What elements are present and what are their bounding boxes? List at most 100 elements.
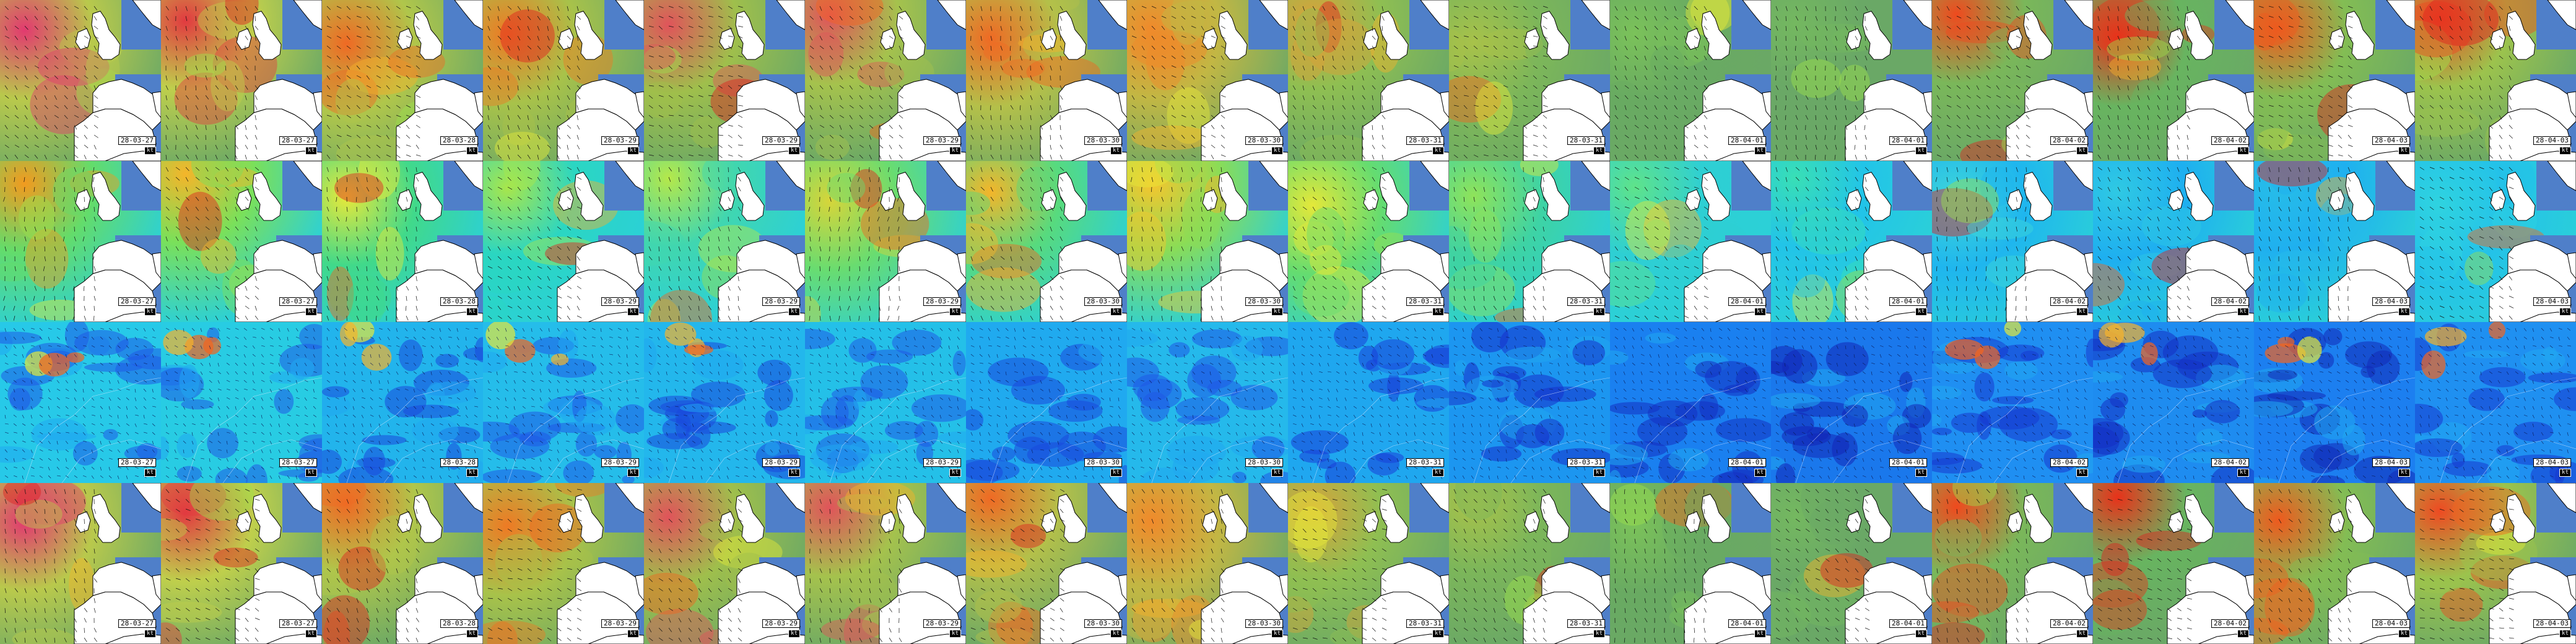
forecast-map-tile[interactable]: 28-03-27 kt	[161, 0, 322, 161]
forecast-map-tile[interactable]: 28-03-28 kt	[322, 322, 483, 483]
wind-field-map	[1771, 483, 1932, 644]
forecast-map-tile[interactable]: 28-03-29 kt	[644, 483, 805, 644]
wind-field-map	[1771, 0, 1932, 161]
forecast-map-tile[interactable]: 28-03-29 kt	[483, 0, 644, 161]
forecast-map-tile[interactable]: 28-03-31 kt	[1449, 161, 1610, 322]
forecast-map-tile[interactable]: 28-03-31 kt	[1449, 0, 1610, 161]
forecast-date-stamp: 28-04-03	[2372, 619, 2410, 628]
forecast-map-tile[interactable]: 28-04-03 kt	[2254, 161, 2415, 322]
forecast-map-tile[interactable]: 28-03-28 kt	[322, 161, 483, 322]
forecast-map-tile[interactable]: 28-03-29 kt	[805, 483, 966, 644]
forecast-map-tile[interactable]: 28-04-01 kt	[1771, 0, 1932, 161]
forecast-map-tile[interactable]: 28-04-01 kt	[1771, 322, 1932, 483]
forecast-date-stamp: 28-03-27	[279, 297, 317, 306]
forecast-map-tile[interactable]: 28-03-27 kt	[161, 322, 322, 483]
forecast-map-tile[interactable]: 28-03-27 kt	[0, 161, 161, 322]
wind-units-label: kt	[1432, 630, 1444, 638]
wind-units-label: kt	[2559, 147, 2571, 155]
forecast-date-stamp: 28-03-29	[923, 297, 961, 306]
forecast-map-tile[interactable]: 28-03-29 kt	[644, 322, 805, 483]
forecast-map-tile[interactable]: 28-03-29 kt	[644, 161, 805, 322]
forecast-map-tile[interactable]: 28-04-03 kt	[2254, 0, 2415, 161]
forecast-map-tile[interactable]: 28-04-02 kt	[1932, 322, 2093, 483]
forecast-map-tile[interactable]: 28-03-29 kt	[483, 322, 644, 483]
forecast-map-tile[interactable]: 28-03-31 kt	[1288, 483, 1449, 644]
wind-field-map	[2415, 0, 2576, 161]
forecast-date-stamp: 28-03-29	[601, 458, 639, 467]
forecast-map-tile[interactable]: 28-03-30 kt	[1127, 0, 1288, 161]
forecast-map-tile[interactable]: 28-03-31 kt	[1288, 322, 1449, 483]
forecast-map-tile[interactable]: 28-04-02 kt	[1932, 0, 2093, 161]
forecast-map-tile[interactable]: 28-03-28 kt	[322, 0, 483, 161]
forecast-date-stamp: 28-03-27	[279, 136, 317, 145]
forecast-map-tile[interactable]: 28-03-29 kt	[805, 161, 966, 322]
forecast-map-tile[interactable]: 28-03-27 kt	[0, 0, 161, 161]
wind-units-label: kt	[949, 469, 961, 477]
wind-units-label: kt	[466, 308, 478, 316]
wind-units-label: kt	[2076, 147, 2088, 155]
forecast-map-tile[interactable]: 28-03-29 kt	[805, 0, 966, 161]
forecast-map-tile[interactable]: 28-03-30 kt	[966, 322, 1127, 483]
wind-units-label: kt	[305, 630, 317, 638]
forecast-date-stamp: 28-03-30	[1084, 136, 1122, 145]
wind-field-map	[2093, 161, 2254, 322]
forecast-map-tile[interactable]: 28-03-31 kt	[1449, 483, 1610, 644]
forecast-date-stamp: 28-03-29	[601, 136, 639, 145]
forecast-map-tile[interactable]: 28-04-01 kt	[1771, 483, 1932, 644]
forecast-map-tile[interactable]: 28-04-03 kt	[2415, 161, 2576, 322]
forecast-map-tile[interactable]: 28-04-01 kt	[1610, 322, 1771, 483]
forecast-map-tile[interactable]: 28-04-02 kt	[2093, 483, 2254, 644]
forecast-map-tile[interactable]: 28-04-03 kt	[2415, 322, 2576, 483]
forecast-map-tile[interactable]: 28-04-02 kt	[2093, 0, 2254, 161]
wind-units-label: kt	[144, 469, 156, 477]
forecast-date-stamp: 28-03-30	[1084, 297, 1122, 306]
forecast-map-tile[interactable]: 28-03-27 kt	[0, 483, 161, 644]
wind-field-map	[1610, 483, 1771, 644]
forecast-map-tile[interactable]: 28-04-02 kt	[2093, 322, 2254, 483]
wind-field-map	[966, 161, 1127, 322]
forecast-date-stamp: 28-03-30	[1245, 136, 1283, 145]
wind-units-label: kt	[627, 630, 639, 638]
forecast-map-tile[interactable]: 28-04-03 kt	[2254, 322, 2415, 483]
forecast-map-tile[interactable]: 28-03-29 kt	[483, 483, 644, 644]
forecast-map-tile[interactable]: 28-03-28 kt	[322, 483, 483, 644]
forecast-map-tile[interactable]: 28-04-01 kt	[1771, 161, 1932, 322]
forecast-map-tile[interactable]: 28-03-31 kt	[1288, 0, 1449, 161]
forecast-map-tile[interactable]: 28-03-27 kt	[161, 483, 322, 644]
forecast-date-stamp: 28-04-01	[1889, 619, 1927, 628]
wind-units-label: kt	[949, 630, 961, 638]
wind-field-map	[1610, 0, 1771, 161]
forecast-map-tile[interactable]: 28-04-02 kt	[2093, 161, 2254, 322]
wind-units-label: kt	[1432, 469, 1444, 477]
forecast-map-tile[interactable]: 28-03-27 kt	[161, 161, 322, 322]
forecast-map-tile[interactable]: 28-03-30 kt	[1127, 483, 1288, 644]
forecast-map-tile[interactable]: 28-04-01 kt	[1610, 161, 1771, 322]
forecast-map-tile[interactable]: 28-03-29 kt	[483, 161, 644, 322]
forecast-map-tile[interactable]: 28-03-30 kt	[1127, 322, 1288, 483]
forecast-map-tile[interactable]: 28-03-29 kt	[644, 0, 805, 161]
wind-field-map	[966, 322, 1127, 483]
wind-units-label: kt	[1271, 308, 1283, 316]
wind-units-label: kt	[2237, 469, 2249, 477]
forecast-map-tile[interactable]: 28-03-30 kt	[1127, 161, 1288, 322]
forecast-map-tile[interactable]: 28-03-30 kt	[966, 161, 1127, 322]
wind-units-label: kt	[2398, 469, 2410, 477]
forecast-map-tile[interactable]: 28-04-03 kt	[2254, 483, 2415, 644]
forecast-map-tile[interactable]: 28-03-27 kt	[0, 322, 161, 483]
wind-field-map	[322, 161, 483, 322]
forecast-map-tile[interactable]: 28-04-01 kt	[1610, 483, 1771, 644]
forecast-map-tile[interactable]: 28-04-02 kt	[1932, 161, 2093, 322]
wind-field-map	[1449, 0, 1610, 161]
forecast-map-tile[interactable]: 28-03-30 kt	[966, 483, 1127, 644]
forecast-map-tile[interactable]: 28-04-02 kt	[1932, 483, 2093, 644]
forecast-date-stamp: 28-03-28	[440, 619, 478, 628]
wind-units-label: kt	[1110, 630, 1122, 638]
forecast-map-tile[interactable]: 28-04-01 kt	[1610, 0, 1771, 161]
forecast-map-tile[interactable]: 28-03-31 kt	[1288, 161, 1449, 322]
forecast-map-tile[interactable]: 28-03-30 kt	[966, 0, 1127, 161]
forecast-map-tile[interactable]: 28-03-31 kt	[1449, 322, 1610, 483]
forecast-map-tile[interactable]: 28-03-29 kt	[805, 322, 966, 483]
forecast-map-tile[interactable]: 28-04-03 kt	[2415, 0, 2576, 161]
wind-field-map	[1127, 483, 1288, 644]
forecast-map-tile[interactable]: 28-04-03 kt	[2415, 483, 2576, 644]
